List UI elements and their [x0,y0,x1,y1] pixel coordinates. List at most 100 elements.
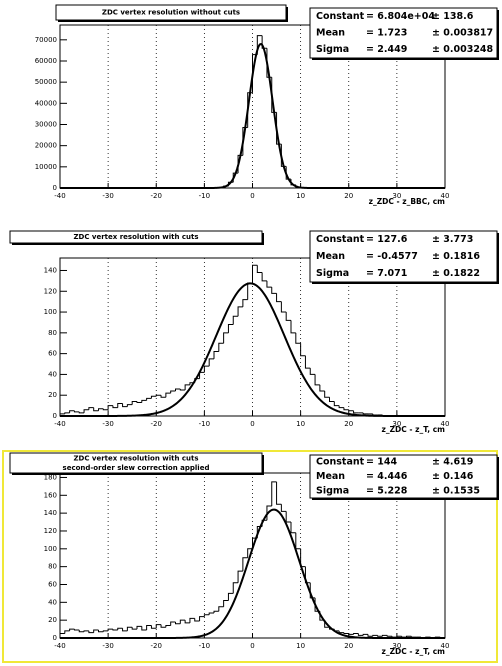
y-tick-label: 20000 [35,142,57,150]
histogram-bin [78,629,85,633]
y-tick-label: 180 [44,473,57,481]
stat-error: ± 0.146 [432,471,474,482]
histogram-bin [112,629,118,631]
y-tick-label: 50000 [35,78,57,86]
histogram-bin [386,635,393,637]
histogram-bin [141,626,147,631]
histogram-bin [276,293,282,303]
x-axis-label: z_ZDC - z_T, cm [381,425,445,434]
histogram-bin [213,351,219,359]
histogram-bin [362,412,368,415]
histogram-bin [136,401,142,403]
histogram-bin [348,633,354,635]
histogram-bin [300,343,306,357]
stat-name: Sigma [316,268,349,279]
histogram-bin [126,626,133,631]
histogram-bin [208,612,214,615]
histogram-bin [232,315,239,325]
x-tick-label: -30 [102,642,113,650]
histogram-bin [276,481,282,505]
x-tick-label: 30 [392,420,401,428]
stat-error: ± 0.003248 [432,44,494,55]
y-tick-label: 0 [53,184,57,192]
x-tick-label: -10 [199,642,210,650]
histogram-bin [88,630,94,634]
stat-error: ± 0.003817 [432,28,493,39]
histogram-bin [184,384,190,391]
histogram-bin [357,633,364,636]
histogram-bin [271,481,277,506]
histogram-bin [290,320,296,334]
histogram-bin [107,405,113,410]
stat-value: = 2.449 [366,44,407,55]
histogram-bin [218,606,224,612]
stat-value: = -0.4577 [366,251,418,262]
histogram-bin [223,600,229,607]
x-tick-label: 0 [250,420,254,428]
x-tick-label: 40 [441,420,450,428]
stat-name: Mean [316,471,345,482]
histogram-bin [213,610,219,614]
histogram-bin [290,522,296,534]
histogram-bin [329,397,335,402]
histogram-bin [232,582,239,594]
x-axis-label: z_ZDC - z_T, cm [381,647,445,656]
histogram-bin [227,324,234,333]
stat-name: Constant [316,457,365,468]
stat-value: = 7.071 [366,268,407,279]
histogram-bin [353,410,359,414]
fit-curve [60,282,445,417]
histogram-bin [247,548,253,558]
stat-value: = 1.723 [366,28,407,39]
title-box [55,4,287,21]
histogram-bin [203,614,210,617]
y-tick-label: 0 [53,412,57,420]
stat-value: = 6.804e+04 [366,11,435,22]
x-tick-label: 20 [344,420,353,428]
histogram-bin [141,399,147,403]
histogram-bin [175,621,181,625]
y-tick-label: 100 [44,545,57,553]
histogram-bin [117,403,123,408]
histogram-bin [372,634,378,637]
histogram-bin [256,265,263,274]
histogram-bin [117,627,123,630]
x-tick-label: -10 [199,192,210,200]
title-box [9,230,263,244]
histogram-bin [165,625,171,628]
x-tick-label: -10 [199,420,210,428]
y-tick-label: 10000 [35,163,57,171]
stat-error: ± 0.1816 [432,251,480,262]
histogram-bin [179,388,186,391]
x-axis-label: z_ZDC - z_BBC, cm [369,197,446,206]
stat-value: = 4.446 [366,471,408,482]
x-tick-label: -40 [54,192,65,200]
histogram-bin [218,342,224,352]
stats-box [309,454,498,499]
histogram-bin [252,264,258,283]
fit-curve [60,508,445,639]
histogram-bin [102,630,109,632]
histogram-bin [160,395,166,398]
y-tick-label: 80 [48,563,57,571]
histogram-bin [396,635,402,638]
y-tick-label: 140 [44,266,57,274]
stat-error: ± 138.6 [432,11,474,22]
histogram-bin [237,570,243,583]
y-tick-label: 60 [48,350,57,358]
histogram-bin [343,407,349,411]
x-tick-label: -40 [54,420,65,428]
histogram-bin [131,627,137,630]
stat-name: Mean [316,28,345,39]
y-tick-label: 80 [48,329,57,337]
x-tick-label: -30 [102,192,113,200]
histogram-bin [102,408,109,411]
x-tick-label: -20 [151,420,162,428]
histogram-bin [136,625,142,630]
histogram-bin [333,401,340,407]
histogram-bin [280,504,287,512]
histogram-bin [78,411,85,414]
x-tick-label: -40 [54,642,65,650]
